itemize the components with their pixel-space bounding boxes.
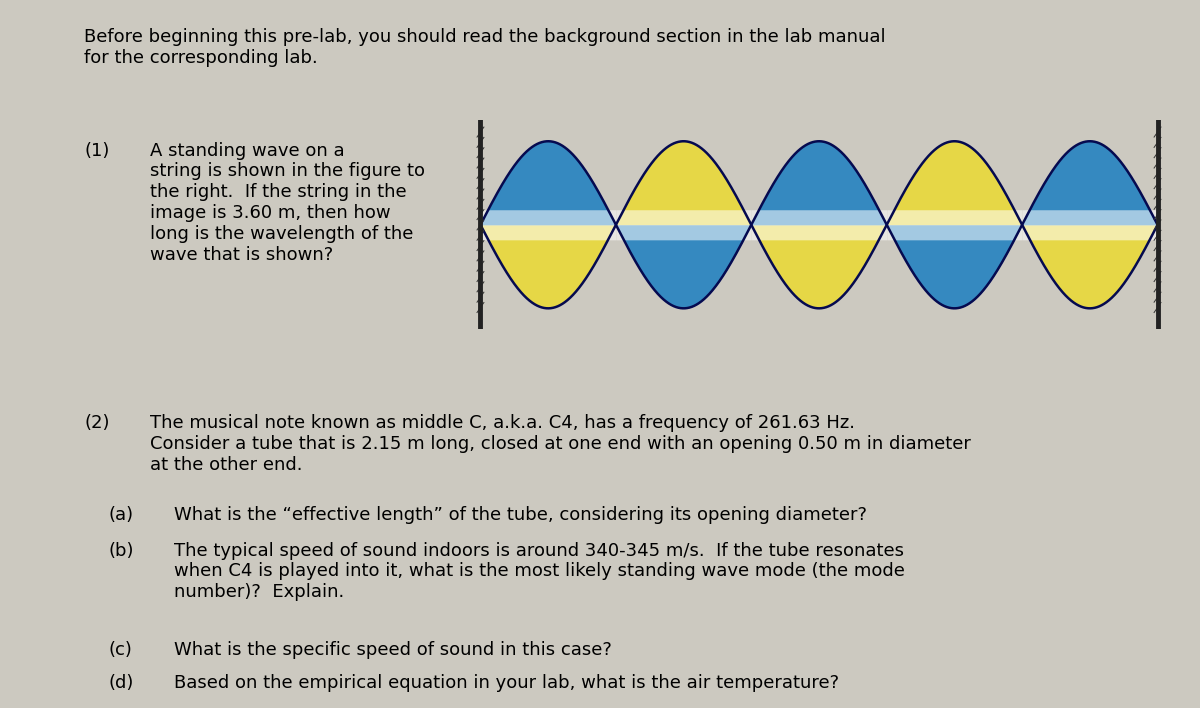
Text: Before beginning this pre-lab, you should read the background section in the lab: Before beginning this pre-lab, you shoul…	[84, 28, 886, 67]
Text: (c): (c)	[108, 641, 132, 658]
Text: (d): (d)	[108, 674, 133, 692]
Text: (b): (b)	[108, 542, 133, 559]
Text: (1): (1)	[84, 142, 109, 159]
Text: Based on the empirical equation in your lab, what is the air temperature?: Based on the empirical equation in your …	[174, 674, 839, 692]
Text: The typical speed of sound indoors is around 340-345 m/s.  If the tube resonates: The typical speed of sound indoors is ar…	[174, 542, 905, 601]
Text: The musical note known as middle C, a.k.a. C4, has a frequency of 261.63 Hz.
Con: The musical note known as middle C, a.k.…	[150, 414, 971, 474]
Text: A standing wave on a
string is shown in the figure to
the right.  If the string : A standing wave on a string is shown in …	[150, 142, 425, 263]
Text: (2): (2)	[84, 414, 109, 432]
Text: What is the “effective length” of the tube, considering its opening diameter?: What is the “effective length” of the tu…	[174, 506, 866, 524]
Text: (a): (a)	[108, 506, 133, 524]
Text: What is the specific speed of sound in this case?: What is the specific speed of sound in t…	[174, 641, 612, 658]
